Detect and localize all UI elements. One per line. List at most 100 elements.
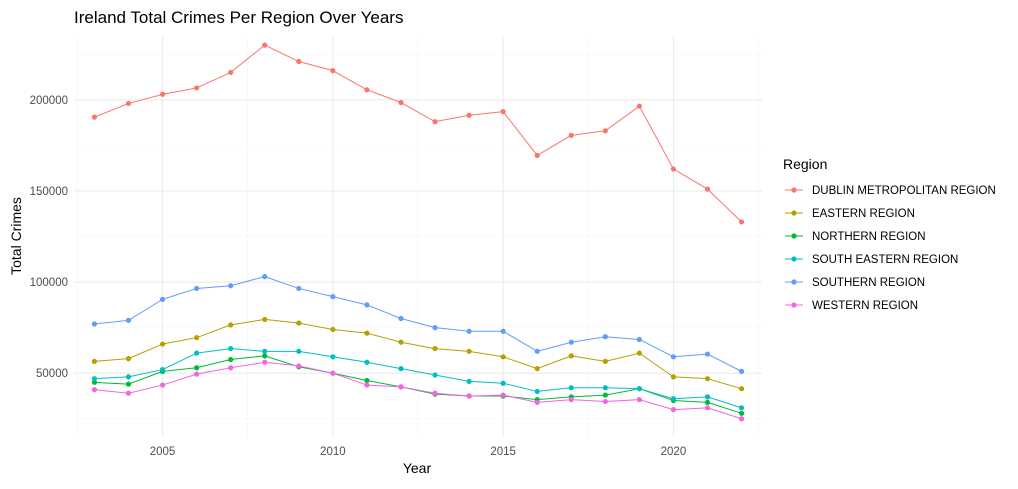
legend-title: Region [783,156,827,172]
chart-title: Ireland Total Crimes Per Region Over Yea… [74,8,403,27]
data-point [296,285,302,292]
data-point [330,294,336,300]
y-tick-label: 150000 [30,186,68,198]
x-tick-label: 2015 [490,446,516,458]
data-point [738,410,745,416]
data-point [91,358,98,364]
legend-key-point [791,302,797,308]
data-point [466,112,472,118]
legend-items: DUBLIN METROPOLITAN REGION EASTERN REGION… [785,185,996,312]
data-point [432,390,438,396]
data-point [398,384,404,390]
data-point [500,109,506,115]
series-line [94,44,742,223]
data-point [636,397,642,403]
data-point [228,69,234,76]
data-point [125,390,132,396]
data-point [125,356,132,362]
data-point [296,348,302,354]
data-point [500,392,506,398]
data-point [670,166,677,172]
legend-label: WESTERN REGION [812,300,918,312]
data-point [228,356,234,363]
data-point [738,405,745,411]
data-point [91,376,98,382]
data-point [602,334,608,340]
legend-key-point [791,187,797,193]
data-point [602,392,608,398]
data-point [159,296,166,302]
data-point [364,359,370,365]
data-point [432,372,438,378]
data-point [330,68,336,74]
data-point [432,345,438,352]
series-western-region [91,359,745,422]
data-point [500,354,506,360]
data-point [466,348,472,354]
data-point [534,152,540,158]
data-point [670,396,677,402]
data-point [636,336,642,343]
data-point [670,374,677,380]
legend-label: EASTERN REGION [812,208,915,220]
legend-key-point [791,210,797,216]
data-point [636,386,642,392]
data-point [466,378,472,385]
legend-item: NORTHERN REGION [785,231,926,243]
data-point [194,371,200,377]
data-point [91,387,98,393]
legend-item: SOUTHERN REGION [785,277,925,289]
data-point [262,42,268,48]
data-point [398,366,404,372]
series-line [94,361,742,420]
data-point [704,351,711,357]
legend-key-point [791,256,797,262]
data-point [670,407,677,413]
data-point [228,283,234,289]
series-southern-region [91,274,745,374]
series-line [94,276,742,372]
data-point [602,128,608,134]
data-point [602,358,608,364]
data-point [636,103,642,109]
data-point [364,87,370,93]
data-point [330,370,336,376]
data-point [330,326,336,333]
data-point [364,302,370,308]
data-point [534,399,540,405]
data-point [704,399,711,405]
data-point [466,328,472,334]
data-point [534,366,540,372]
data-point [432,119,438,125]
data-point [738,368,745,374]
data-point [159,341,166,347]
data-point [364,330,370,336]
x-axis-label: Year [403,460,432,476]
data-point [738,386,745,392]
data-point [228,365,234,371]
data-point [159,366,166,373]
data-point [704,186,711,192]
legend-item: EASTERN REGION [785,208,915,220]
legend-label: SOUTHERN REGION [812,277,925,289]
data-point [228,322,234,328]
series-line [94,318,742,390]
data-point [125,374,132,380]
data-point [636,350,642,356]
data-point [500,328,506,334]
data-point [398,315,404,322]
data-point [91,321,98,327]
data-point [194,365,200,371]
data-point [364,377,370,384]
data-point [296,320,302,326]
data-point [398,99,404,106]
y-axis-label: Total Crimes [8,197,24,275]
data-point [159,91,166,97]
data-point [534,348,540,354]
data-point [159,382,166,388]
data-point [704,376,711,382]
data-point [194,285,200,292]
y-tick-label: 200000 [30,95,68,107]
data-point [330,354,336,360]
data-point [568,339,574,345]
